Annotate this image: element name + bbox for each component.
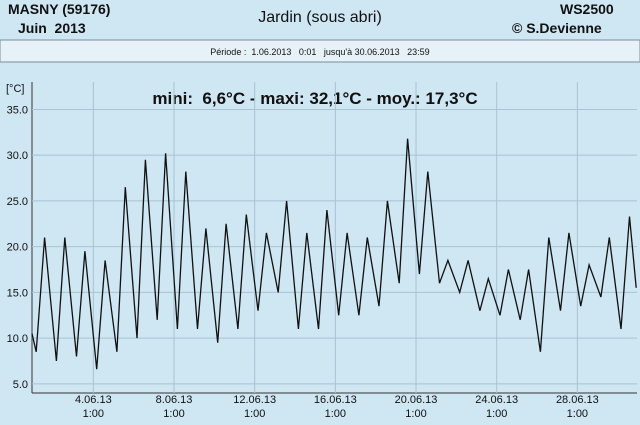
author: © S.Devienne — [512, 20, 602, 36]
station: MASNY (59176) — [8, 1, 110, 17]
x-tick-label: 4.06.13 1:00 — [75, 394, 112, 420]
y-tick-label: 30.0 — [7, 150, 28, 162]
x-tick-label: 28.06.13 1:00 — [556, 394, 599, 420]
y-tick-label: 5.0 — [13, 379, 28, 391]
y-tick-label: 10.0 — [7, 333, 28, 345]
device: WS2500 — [560, 1, 614, 17]
y-tick-label: 35.0 — [7, 104, 28, 116]
x-tick-label: 12.06.13 1:00 — [233, 394, 276, 420]
title: Jardin (sous abri) — [258, 9, 382, 26]
annotation: mini: 6,6°C - maxi: 32,1°C - moy.: 17,3°… — [152, 89, 477, 108]
period: Période : 1.06.2013 0:01 jusqu'à 30.06.2… — [210, 47, 429, 57]
y-label: [°C] — [6, 83, 24, 95]
y-tick-label: 20.0 — [7, 242, 28, 254]
y-tick-label: 25.0 — [7, 196, 28, 208]
x-tick-label: 24.06.13 1:00 — [475, 394, 518, 420]
x-tick-label: 20.06.13 1:00 — [395, 394, 438, 420]
x-tick-label: 16.06.13 1:00 — [314, 394, 357, 420]
temperature-line — [31, 138, 637, 370]
period-band — [0, 39, 640, 63]
month: Juin 2013 — [18, 20, 86, 36]
x-tick-label: 8.06.13 1:00 — [156, 394, 193, 420]
y-tick-label: 15.0 — [7, 287, 28, 299]
